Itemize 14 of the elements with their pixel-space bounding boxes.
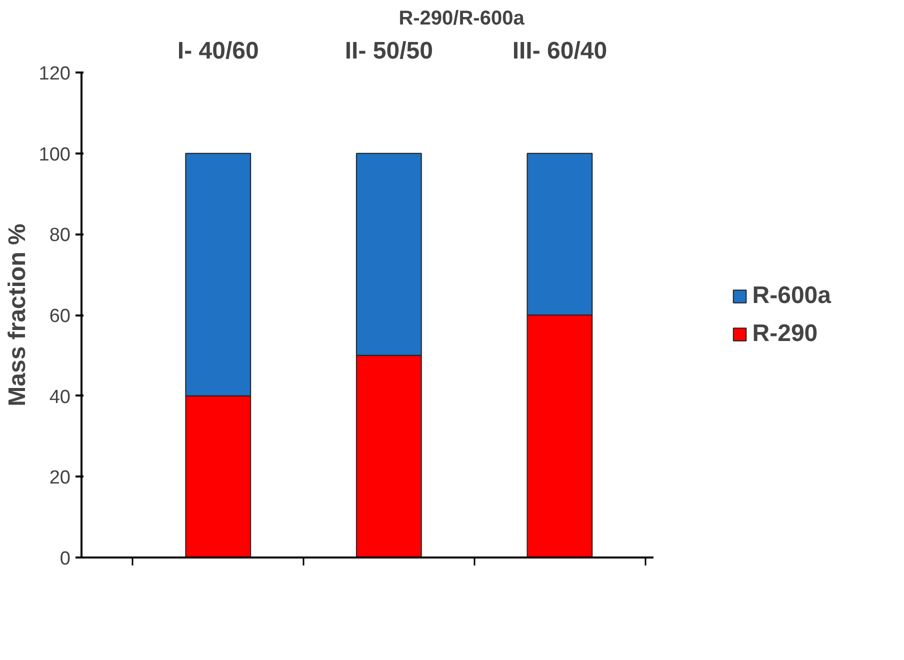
legend-label: R-290 <box>752 320 818 348</box>
y-tick-label: 120 <box>38 64 70 84</box>
x-tick-label: II- 50/50 <box>344 38 433 64</box>
y-tick-label: 80 <box>49 225 71 246</box>
y-tick-label: 0 <box>60 548 71 570</box>
y-tick-label: 40 <box>49 386 71 408</box>
y-tick-label: 60 <box>49 306 71 327</box>
y-tick-label: 20 <box>49 468 71 489</box>
x-tick-label: I- 40/60 <box>177 38 259 64</box>
y-tick-label: 100 <box>38 144 70 166</box>
x-tick-label: III- 60/40 <box>512 38 608 64</box>
y-axis-title: Mass fraction % <box>4 224 31 406</box>
chart-title: R-290/R-600a <box>398 8 526 30</box>
legend-label: R-600a <box>752 282 831 310</box>
